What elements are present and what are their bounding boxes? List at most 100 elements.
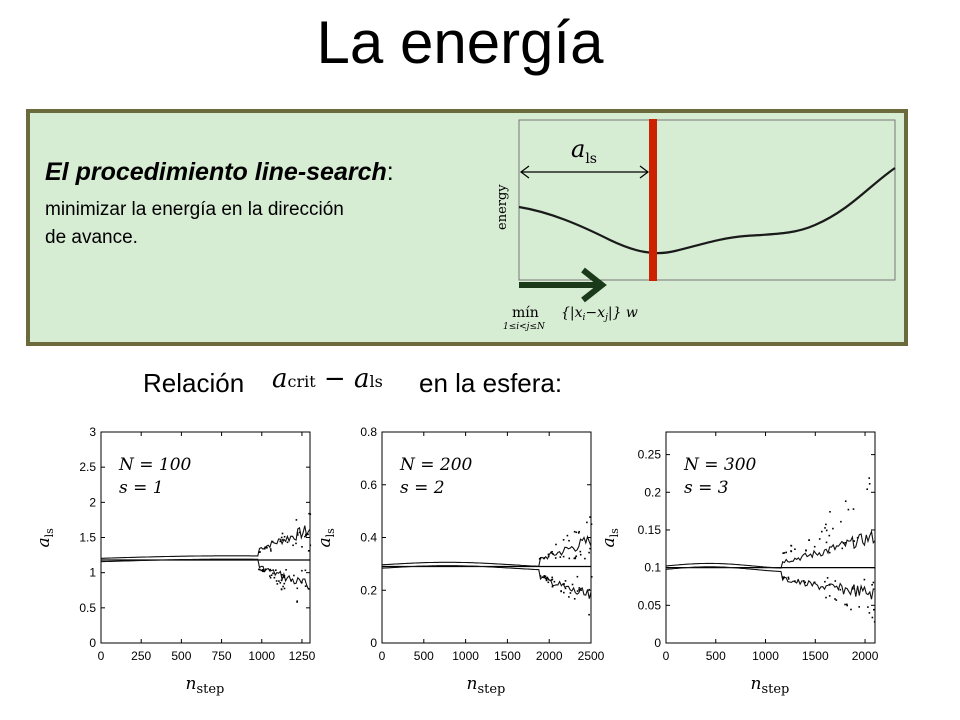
- step-bound-range: 1≤i<j≤N: [503, 322, 546, 332]
- a-ls-point: [263, 570, 265, 573]
- a-ls-point: [292, 544, 294, 547]
- a-ls-point: [573, 598, 576, 600]
- a-ls-point: [818, 538, 821, 540]
- a-ls-point: [813, 545, 816, 548]
- a-ls-point: [307, 533, 309, 536]
- a-ls-point: [563, 583, 565, 585]
- a-ls-point: [575, 531, 578, 534]
- a-ls-point: [588, 588, 590, 591]
- a-ls-point: [575, 555, 577, 557]
- a-ls-point: [545, 579, 548, 582]
- y-axis-label: als: [315, 528, 337, 548]
- a-ls-point: [285, 569, 287, 571]
- a-ls-point: [262, 569, 264, 571]
- a-ls-point: [305, 533, 307, 536]
- a-ls-point: [851, 588, 854, 590]
- a-ls-point: [586, 521, 588, 524]
- a-ls-point: [573, 557, 576, 560]
- a-ls-point: [832, 527, 834, 530]
- a-ls-point: [270, 574, 273, 576]
- a-ls-point: [541, 576, 544, 578]
- a-ls-point: [829, 511, 831, 513]
- x-tick-label: 2500: [578, 649, 605, 663]
- a-ls-point: [258, 551, 260, 553]
- a-ls-point: [574, 557, 576, 560]
- a-ls-point: [850, 608, 852, 611]
- annotation-s: s = 1: [119, 478, 164, 498]
- a-ls-point: [283, 582, 286, 585]
- a-ls-point: [258, 568, 260, 571]
- a-ls-point: [560, 590, 562, 592]
- a-ls-point: [873, 621, 876, 623]
- a-ls-point: [853, 540, 855, 542]
- step-length-label: als: [571, 135, 597, 167]
- y-tick-label: 0.2: [360, 583, 377, 597]
- energy-diagram: energy als mín 1≤i<j≤N {|xi−xj|} w: [495, 119, 896, 332]
- a-ls-point: [269, 568, 271, 571]
- a-ls-point: [846, 603, 848, 606]
- a-ls-point: [579, 550, 582, 553]
- x-axis-label-sub: step: [761, 682, 789, 697]
- x-tick-label: 2000: [536, 649, 563, 663]
- x-tick-label: 0: [663, 649, 670, 663]
- x-tick-label: 0: [98, 649, 105, 663]
- a-ls-point: [590, 576, 593, 578]
- a-ls-point: [552, 553, 554, 555]
- a-ls-point: [259, 568, 261, 571]
- a-ls-point: [295, 519, 298, 521]
- a-ls-point: [551, 578, 554, 581]
- direction-arrow-head: [581, 267, 607, 303]
- a-ls-point: [553, 580, 556, 583]
- x-tick-label: 750: [212, 649, 232, 663]
- annotation-s: s = 3: [684, 478, 729, 498]
- a-ls-point: [270, 550, 272, 552]
- y-axis-label: als: [34, 528, 56, 548]
- x-tick-label: 250: [131, 649, 151, 663]
- energy-axis-label: energy: [495, 184, 510, 230]
- a-ls-point: [275, 569, 277, 571]
- a-ls-point: [578, 587, 581, 589]
- a-ls-point: [550, 551, 553, 554]
- a-ls-point: [568, 596, 570, 598]
- y-tick-label: 0: [89, 636, 96, 650]
- a-ls-point: [821, 530, 823, 533]
- a-ls-point: [834, 598, 836, 600]
- x-tick-label: 1500: [494, 649, 521, 663]
- y-tick-label: 2: [89, 495, 96, 509]
- a-ls-point: [282, 585, 284, 588]
- a-ls-point: [828, 551, 831, 554]
- a-ls-point: [262, 570, 264, 572]
- x-tick-label: 500: [706, 649, 726, 663]
- a-ls-point: [283, 574, 286, 577]
- a-ls-point: [797, 579, 799, 581]
- line-search-description: minimizar la energía en la dirección de …: [45, 196, 485, 252]
- y-tick-label: 0.15: [638, 523, 662, 537]
- x-axis-label: nstep: [751, 674, 790, 697]
- a-ls-point: [283, 587, 286, 590]
- energy-plot-frame: [518, 119, 896, 281]
- a-ls-point: [588, 613, 590, 616]
- a-ls-point: [868, 612, 871, 614]
- a-ls-point: [547, 581, 550, 584]
- a-ls-point: [846, 604, 848, 607]
- a-ls-point: [834, 580, 837, 582]
- annotation-N: N = 100: [118, 455, 192, 475]
- a-ls-point: [841, 547, 844, 550]
- annotation-N: N = 200: [399, 455, 473, 475]
- a-ls-point: [825, 529, 828, 532]
- a-ls-point: [580, 589, 582, 591]
- relation-formula: acrit − als: [272, 364, 383, 394]
- x-tick-label: 0: [379, 649, 386, 663]
- a-ls-point: [790, 550, 793, 553]
- a-ls-point: [858, 606, 860, 608]
- a-ls-point: [853, 584, 855, 587]
- a-ls-point: [564, 587, 567, 590]
- a-ls-point: [286, 541, 289, 544]
- a-ls-point: [579, 553, 582, 556]
- a-ls-point: [578, 588, 580, 591]
- a-ls-point: [304, 569, 307, 572]
- a-ls-point: [562, 539, 565, 541]
- a-ls-point: [828, 584, 831, 586]
- a-ls-point: [539, 575, 542, 577]
- a-ls-point: [794, 580, 796, 582]
